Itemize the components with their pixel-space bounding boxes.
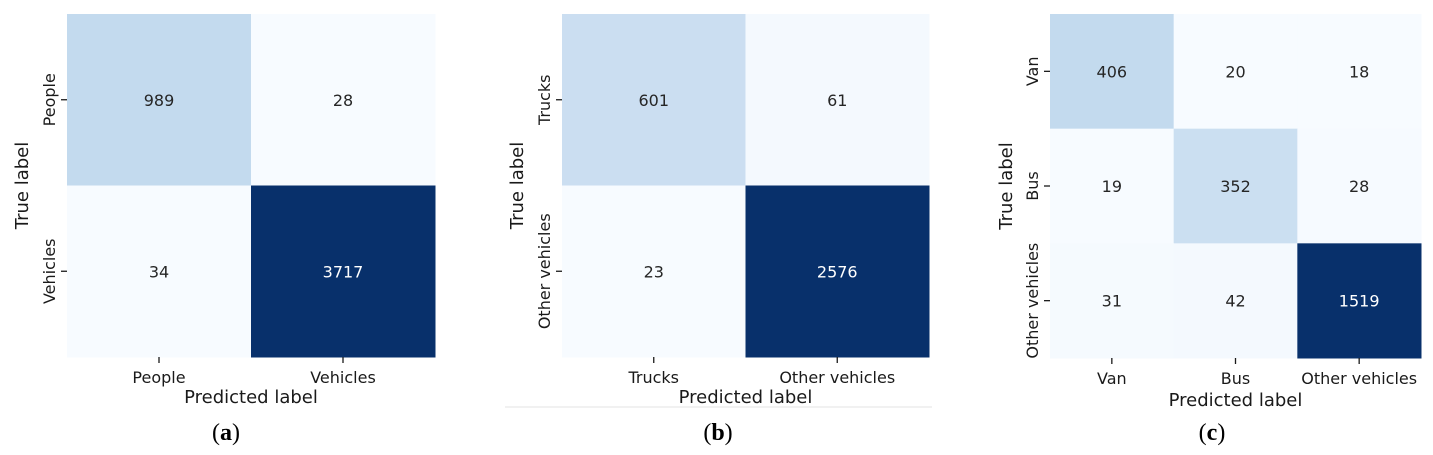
cell-value-label: 18: [1349, 62, 1369, 81]
cell-value-label: 28: [333, 91, 353, 110]
heatmap-cell: [67, 185, 252, 358]
x-tick-label: Van: [1097, 369, 1127, 388]
x-tick-label: Other vehicles: [1301, 369, 1417, 388]
x-axis-title: Predicted label: [679, 387, 813, 408]
y-tick-label: Trucks: [535, 74, 554, 126]
y-axis-title: True label: [507, 142, 528, 231]
heatmap-cell: [562, 14, 746, 186]
cell-value-label: 352: [1220, 177, 1251, 196]
heatmap-cell: [1173, 14, 1298, 130]
cell-value-label: 23: [644, 262, 664, 281]
y-axis-title: True label: [996, 142, 1017, 231]
confusion-matrix-c: 406 20 18 19 352 28 31 42 1519 Van Bus Other vehicl…: [996, 14, 1422, 446]
cell-value-label: 601: [638, 91, 669, 110]
x-tick-label: Bus: [1221, 369, 1250, 388]
x-tick-label: Trucks: [627, 368, 679, 387]
y-tick-label: Other vehicles: [535, 213, 554, 329]
x-axis-title: Predicted label: [184, 387, 318, 408]
heatmap-cell: [1173, 243, 1298, 359]
panel-caption: (b): [703, 420, 732, 446]
x-tick-label: Other vehicles: [779, 368, 895, 387]
cell-value-label: 34: [149, 262, 169, 281]
heatmap-cell: [1297, 128, 1422, 244]
cell-value-label: 31: [1102, 292, 1122, 311]
cell-value-label: 406: [1097, 62, 1128, 81]
cell-value-label: 20: [1225, 62, 1245, 81]
cell-value-label: 989: [144, 91, 175, 110]
heatmap-cell: [1173, 128, 1298, 244]
panel-caption: (a): [212, 420, 240, 446]
panel-caption: (c): [1199, 420, 1226, 446]
y-tick-label: Van: [1023, 57, 1042, 87]
x-axis-title: Predicted label: [1169, 390, 1303, 411]
cell-value-label: 28: [1349, 177, 1369, 196]
cell-value-label: 3717: [323, 262, 364, 281]
y-axis-title: True label: [12, 142, 33, 231]
heatmap-cell: [1297, 14, 1422, 130]
heatmap-cell: [251, 14, 436, 186]
cell-value-label: 1519: [1339, 292, 1380, 311]
cell-value-label: 19: [1102, 177, 1122, 196]
x-tick-label: Vehicles: [310, 368, 376, 387]
y-tick-label: Vehicles: [40, 238, 59, 304]
heatmap-cell: [67, 14, 252, 186]
heatmap-cell: [745, 185, 930, 358]
confusion-matrix-b: 601 61 23 2576 Trucks Other vehicles Trucks Oth…: [507, 14, 930, 446]
heatmap-cell: [1050, 128, 1175, 244]
y-tick-label: Other vehicles: [1023, 243, 1042, 359]
heatmap-cell: [1050, 14, 1175, 130]
heatmap-cell: [251, 185, 436, 358]
heatmap-cell: [745, 14, 930, 186]
cell-value-label: 2576: [817, 262, 858, 281]
heatmap-cell: [1050, 243, 1175, 359]
x-tick-label: People: [132, 368, 185, 387]
cell-value-label: 42: [1225, 292, 1245, 311]
y-tick-label: People: [40, 73, 59, 126]
heatmap-cell: [1297, 243, 1422, 359]
cell-value-label: 61: [827, 91, 847, 110]
heatmap-cell: [562, 185, 746, 358]
y-tick-label: Bus: [1023, 171, 1042, 200]
